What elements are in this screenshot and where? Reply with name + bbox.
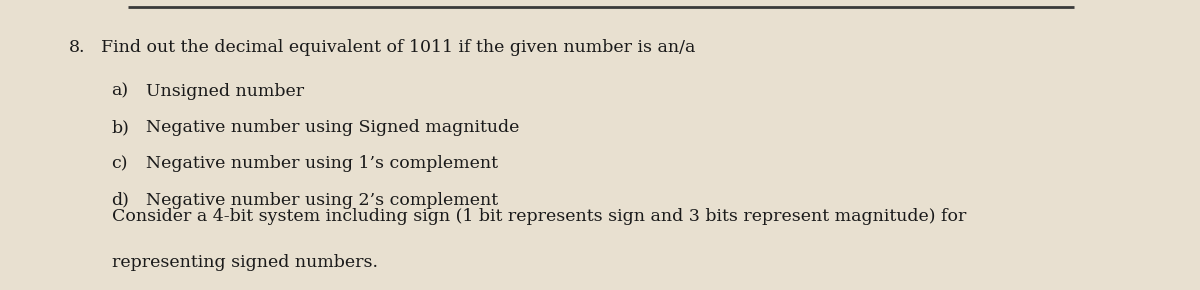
Text: a): a) [112,83,128,100]
Text: 8.: 8. [68,39,85,56]
Text: Negative number using Signed magnitude: Negative number using Signed magnitude [146,119,520,136]
Text: b): b) [112,119,130,136]
Text: Unsigned number: Unsigned number [146,83,305,100]
Text: Find out the decimal equivalent of 1011 if the given number is an/a: Find out the decimal equivalent of 1011 … [101,39,695,56]
Text: Negative number using 2’s complement: Negative number using 2’s complement [146,192,498,209]
Text: Consider a 4-bit system including sign (1 bit represents sign and 3 bits represe: Consider a 4-bit system including sign (… [112,208,966,224]
Text: c): c) [112,155,128,172]
Text: Negative number using 1’s complement: Negative number using 1’s complement [146,155,498,172]
Text: representing signed numbers.: representing signed numbers. [112,254,378,271]
Text: d): d) [112,192,130,209]
